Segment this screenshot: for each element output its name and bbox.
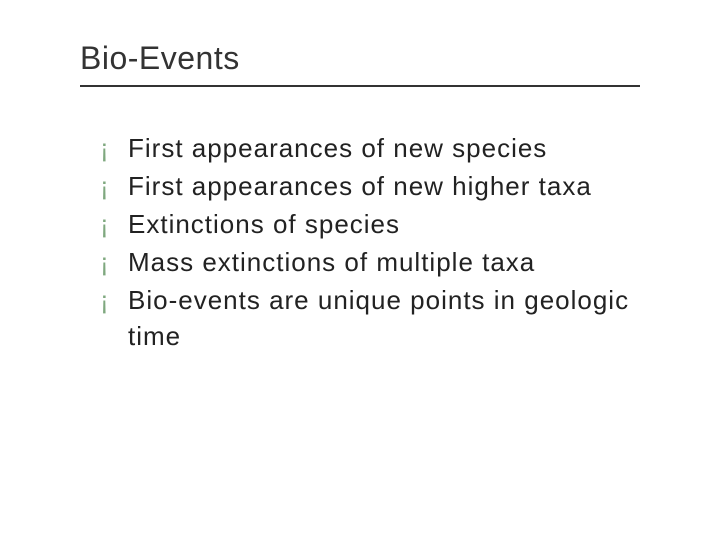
bullet-text: Bio-events are unique points in geologic… xyxy=(128,282,640,354)
list-item: ¡ First appearances of new species xyxy=(100,130,640,166)
bullet-text: First appearances of new higher taxa xyxy=(128,168,640,204)
bullet-text: Mass extinctions of multiple taxa xyxy=(128,244,640,280)
bullet-icon: ¡ xyxy=(100,206,128,242)
slide-title: Bio-Events xyxy=(80,40,640,77)
bullet-icon: ¡ xyxy=(100,130,128,166)
bullet-icon: ¡ xyxy=(100,168,128,204)
list-item: ¡ Mass extinctions of multiple taxa xyxy=(100,244,640,280)
title-block: Bio-Events xyxy=(80,40,640,87)
bullet-text: First appearances of new species xyxy=(128,130,640,166)
bullet-list: ¡ First appearances of new species ¡ Fir… xyxy=(100,130,640,356)
list-item: ¡ First appearances of new higher taxa xyxy=(100,168,640,204)
list-item: ¡ Bio-events are unique points in geolog… xyxy=(100,282,640,354)
bullet-text: Extinctions of species xyxy=(128,206,640,242)
bullet-icon: ¡ xyxy=(100,282,128,318)
list-item: ¡ Extinctions of species xyxy=(100,206,640,242)
bullet-icon: ¡ xyxy=(100,244,128,280)
title-underline xyxy=(80,85,640,87)
slide: Bio-Events ¡ First appearances of new sp… xyxy=(0,0,720,540)
